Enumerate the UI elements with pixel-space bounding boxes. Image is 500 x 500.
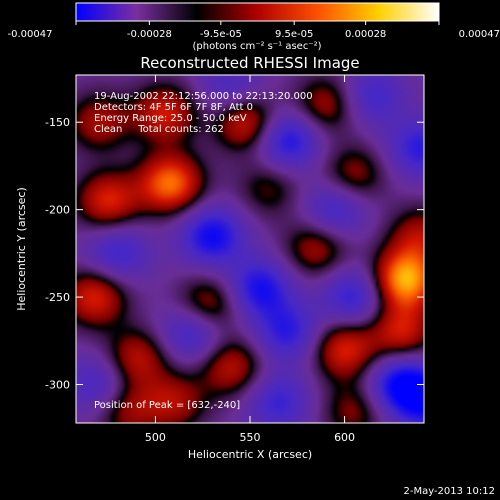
colorbar-ticks: -0.00047 -0.00028 -9.5e-05 9.5e-05 0.00028 0.… [8, 21, 500, 40]
chart-title: Reconstructed RHESSI Image [140, 54, 359, 72]
annotation-counts: Clean Total counts: 262 [94, 124, 224, 135]
colorbar-tick-label: -9.5e-05 [200, 29, 242, 40]
annotation-block: 19-Aug-2002 22:12:56.000 to 22:13:20.000… [94, 91, 313, 135]
y-tick-label: -300 [45, 379, 70, 392]
x-tick-label: 500 [145, 431, 166, 444]
y-tick-label: -250 [45, 291, 70, 304]
colorbar-tick-label: -0.00047 [8, 29, 53, 40]
colorbar-tick-label: -0.00028 [127, 29, 172, 40]
colorbar-frame [75, 2, 440, 22]
annotation-time: 19-Aug-2002 22:12:56.000 to 22:13:20.000 [94, 91, 313, 102]
y-axis-label: Heliocentric Y (arcsec) [15, 187, 28, 311]
colorbar-tick-label: 9.5e-05 [275, 29, 313, 40]
peak-position-label: Position of Peak = [632,-240] [94, 400, 240, 411]
y-tick-label: -200 [45, 204, 70, 217]
x-axis-ticks: 500 550 600 [145, 75, 355, 444]
annotation-detectors: Detectors: 4F 5F 6F 7F 8F, Att 0 [94, 102, 253, 113]
annotation-energy: Energy Range: 25.0 - 50.0 keV [94, 113, 247, 124]
x-axis-label: Heliocentric X (arcsec) [188, 448, 312, 461]
footer-date: 2-May-2013 10:12 [403, 486, 495, 497]
x-tick-label: 550 [240, 431, 261, 444]
y-axis-ticks: -150 -200 -250 -300 [45, 116, 424, 392]
colorbar-tick-label: 0.00028 [345, 29, 386, 40]
colorbar-units: (photons cm⁻² s⁻¹ asec⁻²) [192, 41, 321, 52]
colorbar [76, 3, 439, 21]
colorbar-tick-label: 0.00047 [459, 29, 500, 40]
x-tick-label: 600 [334, 431, 355, 444]
heatmap-image [76, 75, 424, 423]
y-tick-label: -150 [45, 116, 70, 129]
